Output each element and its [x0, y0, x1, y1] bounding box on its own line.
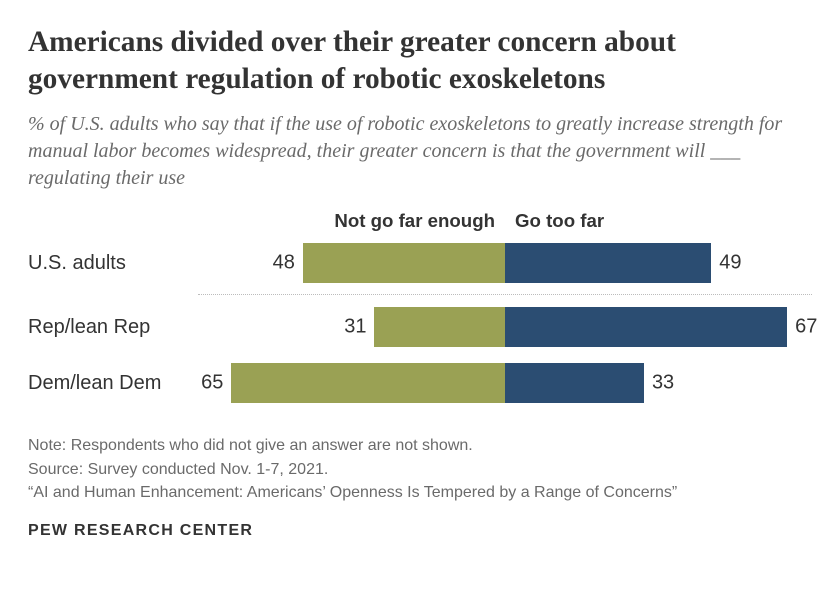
bar-left: [303, 243, 505, 283]
legend-spacer: [28, 210, 198, 232]
footnote-note: Note: Respondents who did not give an an…: [28, 434, 812, 457]
footnote-block: Note: Respondents who did not give an an…: [28, 434, 812, 504]
bar-right: [505, 307, 787, 347]
value-left: 48: [273, 252, 295, 275]
row-label: U.S. adults: [28, 252, 198, 275]
value-left: 31: [344, 316, 366, 339]
chart-area: Not go far enoughGo too far U.S. adults4…: [28, 210, 812, 408]
row-label: Rep/lean Rep: [28, 316, 198, 339]
bar-region: 3167: [198, 307, 812, 347]
footnote-source: Source: Survey conducted Nov. 1-7, 2021.: [28, 458, 812, 481]
value-left: 65: [201, 372, 223, 395]
legend-row: Not go far enoughGo too far: [28, 210, 812, 232]
bar-rows: U.S. adults 48 49 Rep/lean Rep3167 Dem/lean …: [28, 238, 812, 408]
bar-row: Rep/lean Rep3167: [28, 302, 812, 352]
chart-title: Americans divided over their greater con…: [28, 24, 812, 97]
value-right: 33: [652, 372, 674, 395]
value-right: 67: [795, 316, 817, 339]
bar-right: [505, 363, 644, 403]
bar-region: 65 33: [198, 363, 812, 403]
bar-right: [505, 243, 711, 283]
row-label: Dem/lean Dem: [28, 372, 198, 395]
legend-left-label: Not go far enough: [198, 210, 505, 232]
attribution: PEW RESEARCH CENTER: [28, 522, 812, 540]
value-right: 49: [719, 252, 741, 275]
bar-row: Dem/lean Dem65 33: [28, 358, 812, 408]
bar-region: 48 49: [198, 243, 812, 283]
chart-subtitle: % of U.S. adults who say that if the use…: [28, 111, 812, 192]
legend-right-label: Go too far: [505, 210, 812, 232]
row-divider: [198, 294, 812, 295]
bar-row: U.S. adults 48 49: [28, 238, 812, 288]
footnote-report: “AI and Human Enhancement: Americans’ Op…: [28, 481, 812, 504]
bar-left: [374, 307, 505, 347]
bar-left: [231, 363, 505, 403]
